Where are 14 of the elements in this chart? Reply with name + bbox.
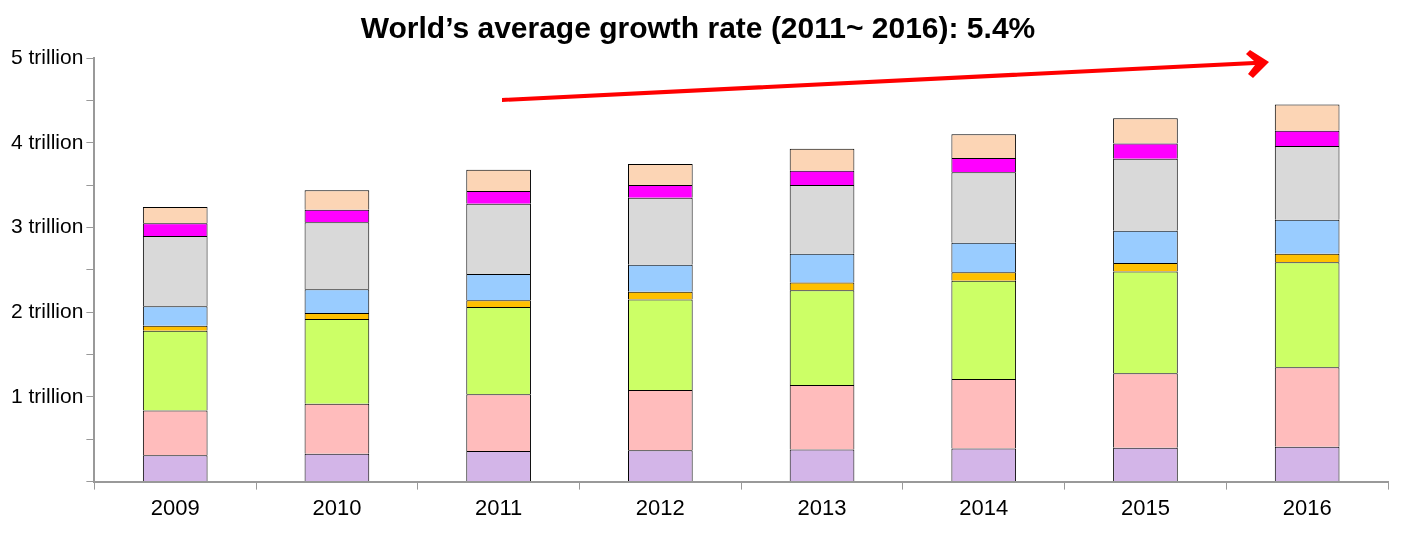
- y-tick-label: 4 trillion: [10, 129, 84, 153]
- x-tick-label: 2015: [1120, 494, 1170, 520]
- y-tick-label: 3 trillion: [10, 214, 84, 238]
- x-tick-label: 2012: [635, 494, 685, 520]
- x-tick-label: 2010: [312, 494, 362, 520]
- x-tick-label: 2013: [797, 494, 847, 520]
- x-tick-label: 2011: [474, 494, 523, 520]
- chart-title: World’s average growth rate (2011~ 2016): 5.4%: [360, 11, 1036, 45]
- y-tick-label: 1 trillion: [10, 383, 84, 407]
- x-tick-label: 2014: [959, 494, 1009, 520]
- y-tick-label: 2 trillion: [10, 298, 84, 322]
- y-tick-label: 5 trillion: [10, 44, 84, 68]
- x-tick-label: 2016: [1282, 494, 1332, 520]
- x-tick-label: 2009: [150, 494, 200, 520]
